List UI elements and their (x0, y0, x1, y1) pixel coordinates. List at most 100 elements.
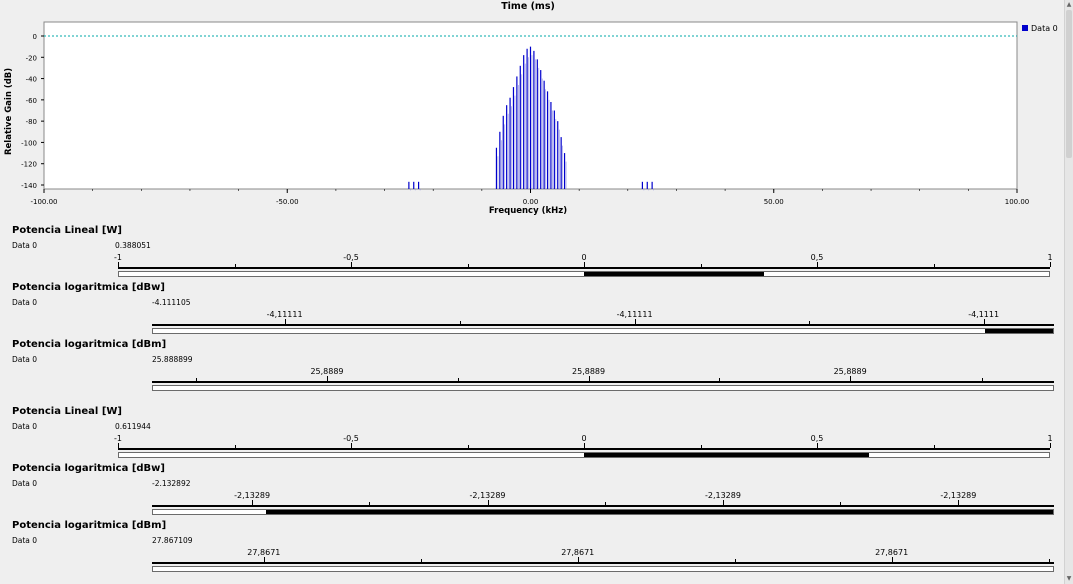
gauge-major-tick (584, 262, 585, 267)
gauge-value: 0.388051 (115, 241, 151, 250)
gauge-tick-label: -2,13289 (234, 491, 271, 500)
gauge-minor-tick (369, 502, 371, 505)
gauge-major-tick (351, 262, 352, 267)
gauge-bar (118, 271, 1050, 277)
gauge-major-tick (1050, 262, 1051, 267)
scroll-down-icon[interactable]: ▼ (1066, 575, 1072, 582)
gauge-value: 0.611944 (115, 422, 151, 431)
x-axis-label: Frequency (kHz) (488, 206, 568, 216)
gauge-tick-label: 0 (581, 434, 587, 443)
gauge-value: -2.132892 (152, 479, 191, 488)
gauge-minor-tick (734, 559, 736, 562)
gauge-title: Potencia logaritmica [dBw] (12, 463, 165, 474)
gauge-tick-label: -1 (114, 434, 122, 443)
gauge-major-tick (118, 443, 119, 448)
gauge-major-tick (584, 443, 585, 448)
gauge-series-label: Data 0 (12, 241, 38, 250)
x-tick-label: -50.00 (276, 198, 299, 206)
gauge-minor-tick (467, 264, 469, 267)
gauge-major-tick (891, 557, 893, 562)
x-tick-label: -100.00 (30, 198, 57, 206)
gauge-minor-tick (981, 378, 983, 381)
gauge-major-tick (817, 262, 818, 267)
gauge-bar-fill (584, 453, 869, 457)
gauge-major-tick (252, 500, 254, 505)
gauge-tick-label: 27,8671 (561, 548, 595, 557)
gauge-title: Potencia Lineal [W] (12, 406, 122, 417)
gauge-bar (118, 452, 1050, 458)
gauge-major-tick (983, 319, 985, 324)
gauge-major-tick (634, 319, 636, 324)
y-tick-label: -20 (26, 54, 37, 62)
y-tick-label: -120 (21, 161, 37, 169)
gauge-bar-fill (984, 329, 1053, 333)
gauge-major-tick (958, 500, 960, 505)
gauge-minor-tick (700, 264, 702, 267)
gauge-bar (152, 566, 1054, 572)
gauge-tick-label: 25,8889 (310, 367, 344, 376)
y-tick-label: -140 (21, 182, 37, 190)
legend[interactable]: Data 0 (1022, 24, 1058, 33)
gauge-tick-label: 1 (1047, 253, 1053, 262)
y-tick-label: -60 (26, 97, 37, 105)
y-tick-label: -80 (26, 118, 37, 126)
x-tick-label: 100.00 (1005, 198, 1030, 206)
gauge-bar (152, 328, 1054, 334)
gauge-minor-tick (604, 502, 606, 505)
gauge-value: 25.888899 (152, 355, 193, 364)
y-tick-label: -40 (26, 76, 37, 84)
gauge-tick-label: -2,13289 (940, 491, 977, 500)
scrollbar-thumb[interactable] (1066, 10, 1072, 158)
gauge-tick-label: 25,8889 (572, 367, 606, 376)
gauge-title: Potencia logaritmica [dBm] (12, 339, 167, 350)
legend-swatch (1022, 25, 1028, 31)
gauge-major-tick (722, 500, 724, 505)
gauge-major-tick (817, 443, 818, 448)
gauge-major-tick (118, 262, 119, 267)
gauge-tick-label: -2,13289 (704, 491, 741, 500)
gauge-major-tick (487, 500, 489, 505)
spectrum-plot-svg: 0 -20 -40 -60 -80 -100 -120 -140 -100.00 -50.00 0.… (21, 21, 1030, 206)
gauge-major-tick (577, 557, 579, 562)
gauge-minor-tick (420, 559, 422, 562)
gauge-tick-label: -4,1111 (968, 310, 1000, 319)
gauge-minor-tick (1048, 559, 1050, 562)
gauge-tick-label: -0,5 (343, 434, 359, 443)
gauge-scale-line (152, 381, 1054, 383)
legend-label: Data 0 (1031, 24, 1058, 33)
gauge-tick-label: 0,5 (810, 434, 824, 443)
gauge-scale-line (152, 505, 1054, 507)
gauge-series-label: Data 0 (12, 298, 38, 307)
gauge-tick-label: -1 (114, 253, 122, 262)
gauge-minor-tick (719, 378, 721, 381)
y-tick-label: -100 (21, 139, 37, 147)
gauge-minor-tick (700, 445, 702, 448)
gauge-series-label: Data 0 (12, 422, 38, 431)
gauge-tick-label: 1 (1047, 434, 1053, 443)
gauge-bar-fill (584, 272, 765, 276)
gauge-minor-tick (840, 502, 842, 505)
gauge-title: Potencia logaritmica [dBw] (12, 282, 165, 293)
x-tick-label: 0.00 (523, 198, 539, 206)
scroll-up-icon[interactable]: ▲ (1066, 1, 1072, 8)
gauge-tick-label: 0 (581, 253, 587, 262)
gauge-tick-label: -0,5 (343, 253, 359, 262)
vertical-scrollbar[interactable]: ▲ ▼ (1064, 0, 1073, 584)
gauge-minor-tick (467, 445, 469, 448)
gauge-minor-tick (933, 445, 935, 448)
gauge-scale-line (118, 448, 1050, 450)
gauge-series-label: Data 0 (12, 536, 38, 545)
gauge-series-label: Data 0 (12, 355, 38, 364)
gauge-major-tick (351, 443, 352, 448)
gauge-major-tick (1050, 443, 1051, 448)
gauge-major-tick (850, 376, 852, 381)
gauge-title: Potencia Lineal [W] (12, 225, 122, 236)
gauge-minor-tick (234, 445, 236, 448)
gauge-tick-label: 0,5 (810, 253, 824, 262)
gauge-major-tick (588, 376, 590, 381)
gauge-minor-tick (459, 321, 461, 324)
gauge-minor-tick (933, 264, 935, 267)
gauge-value: -4.111105 (152, 298, 191, 307)
gauge-minor-tick (234, 264, 236, 267)
gauge-series-label: Data 0 (12, 479, 38, 488)
